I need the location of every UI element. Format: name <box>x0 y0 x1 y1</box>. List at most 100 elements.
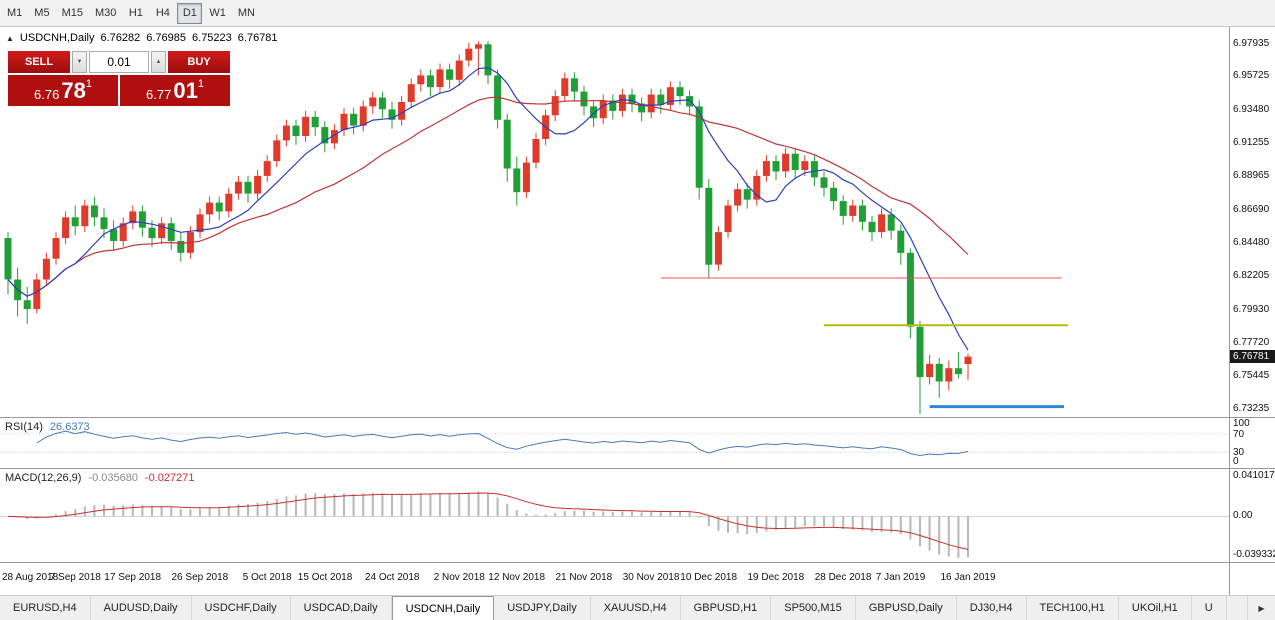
ohlc-low-value: 6.75223 <box>192 32 232 44</box>
main-chart-row: ▲ USDCNH,Daily 6.76282 6.76985 6.75223 6… <box>0 27 1275 418</box>
rsi-panel: RSI(14) 26.6373 <box>0 418 1229 468</box>
macd-axis: 0.041017 0.00 -0.039332 <box>1229 469 1275 562</box>
chart-tab-ukoil-h1[interactable]: UKOil,H1 <box>1119 596 1192 620</box>
volume-increase-button[interactable]: ▲ <box>151 51 166 73</box>
macd-panel: MACD(12,26,9) -0.035680 -0.027271 <box>0 469 1229 562</box>
volume-decrease-button[interactable]: ▼ <box>72 51 87 73</box>
chart-tab-bar: EURUSD,H4 AUDUSD,Daily USDCHF,Daily USDCAD,… <box>0 595 1275 620</box>
macd-axis-zero: 0.00 <box>1233 510 1253 521</box>
timeframe-button-d1[interactable]: D1 <box>177 2 203 24</box>
ask-price-main: 6.77 <box>146 87 172 102</box>
macd-chart[interactable] <box>0 469 1229 562</box>
date-axis-label: 15 Oct 2018 <box>297 572 353 583</box>
timeframe-button-m15[interactable]: M15 <box>61 7 83 19</box>
current-price-badge: 6.76781 <box>1230 350 1275 363</box>
chart-tab-usdcad-daily[interactable]: USDCAD,Daily <box>291 596 392 620</box>
macd-axis-max: 0.041017 <box>1233 470 1275 481</box>
timeframe-button-m5[interactable]: M5 <box>34 7 50 19</box>
timeframe-button-h4[interactable]: H4 <box>155 7 170 19</box>
timeframe-button-w1[interactable]: W1 <box>209 7 226 19</box>
macd-axis-min: -0.039332 <box>1233 549 1275 560</box>
date-axis-label: 2 Nov 2018 <box>433 572 485 583</box>
ohlc-close-value: 6.76781 <box>237 32 278 44</box>
chart-tab-tech100-h1[interactable]: TECH100,H1 <box>1027 596 1119 620</box>
chart-tab-eurusd-h4[interactable]: EURUSD,H4 <box>0 596 91 620</box>
rsi-name: RSI(14) <box>5 421 43 433</box>
price-axis-label: 6.79930 <box>1233 304 1270 315</box>
timeframe-button-m1[interactable]: M1 <box>7 7 23 19</box>
date-axis-row: 28 Aug 2018 7 Sep 2018 17 Sep 2018 26 Sep 2… <box>0 563 1275 595</box>
timeframe-button-mn[interactable]: MN <box>237 7 255 19</box>
rsi-axis-30: 30 <box>1233 447 1245 458</box>
tab-strip: EURUSD,H4 AUDUSD,Daily USDCHF,Daily USDCAD,… <box>0 596 1247 620</box>
volume-input[interactable]: 0.01 <box>89 51 149 73</box>
price-axis[interactable]: 6.76781 6.97935 6.95725 6.93480 6.91255 6.88… <box>1229 27 1275 417</box>
rsi-axis-70: 70 <box>1233 429 1245 440</box>
date-axis-label: 12 Nov 2018 <box>488 572 546 583</box>
price-axis-label: 6.86690 <box>1233 204 1270 215</box>
date-axis-label: 10 Dec 2018 <box>680 572 738 583</box>
price-axis-label: 6.91255 <box>1233 137 1270 148</box>
timeframe-button-h1[interactable]: H1 <box>128 7 143 19</box>
candlestick-chart[interactable] <box>0 27 1229 417</box>
timeframe-button-m30[interactable]: M30 <box>94 7 117 19</box>
price-axis-label: 6.93480 <box>1233 104 1270 115</box>
macd-signal-value: -0.027271 <box>144 472 195 484</box>
ask-price-display[interactable]: 6.77 01 1 <box>120 75 230 106</box>
date-axis-corner <box>1229 563 1275 595</box>
main-chart-panel: ▲ USDCNH,Daily 6.76282 6.76985 6.75223 6… <box>0 27 1229 417</box>
ask-price-pips: 01 <box>173 77 198 103</box>
bid-price-main: 6.76 <box>34 87 60 102</box>
chart-symbol-label: USDCNH,Daily <box>19 32 95 44</box>
price-axis-label: 6.95725 <box>1233 70 1270 81</box>
date-axis-label: 30 Nov 2018 <box>622 572 680 583</box>
chart-tab-usdcnh-daily[interactable]: USDCNH,Daily <box>391 596 495 620</box>
chart-tab-usdchf-daily[interactable]: USDCHF,Daily <box>192 596 291 620</box>
chart-tab-gbpusd-daily[interactable]: GBPUSD,Daily <box>856 596 957 620</box>
tab-scroll-right-button[interactable]: ▶ <box>1247 596 1275 620</box>
price-axis-label: 6.75445 <box>1233 370 1270 381</box>
price-axis-label: 6.77720 <box>1233 337 1270 348</box>
date-axis-label: 7 Jan 2019 <box>875 572 926 583</box>
one-click-expand-icon[interactable]: ▲ <box>6 33 14 43</box>
date-axis-label: 24 Oct 2018 <box>365 572 420 583</box>
buy-button[interactable]: BUY <box>168 51 230 73</box>
sell-button[interactable]: SELL <box>8 51 70 73</box>
chart-tab-u[interactable]: U <box>1192 596 1227 620</box>
date-axis-label: 16 Jan 2019 <box>940 572 996 583</box>
triangle-up-icon: ▲ <box>155 59 162 65</box>
arrow-right-icon: ▶ <box>1258 603 1265 613</box>
chart-tab-usdjpy-daily[interactable]: USDJPY,Daily <box>494 596 591 620</box>
chart-tab-xauusd-h4[interactable]: XAUUSD,H4 <box>591 596 681 620</box>
bid-price-display[interactable]: 6.76 78 1 <box>8 75 118 106</box>
date-axis-label: 28 Dec 2018 <box>814 572 872 583</box>
date-axis-label: 7 Sep 2018 <box>49 572 101 583</box>
triangle-down-icon: ▼ <box>76 59 83 65</box>
date-axis-label: 26 Sep 2018 <box>171 572 229 583</box>
price-axis-label: 6.84480 <box>1233 237 1270 248</box>
ask-price-pipette: 1 <box>197 78 204 90</box>
ohlc-high-value: 6.76985 <box>146 32 187 44</box>
rsi-axis-100: 100 <box>1233 418 1250 429</box>
macd-name: MACD(12,26,9) <box>5 472 82 484</box>
chart-header: ▲ USDCNH,Daily 6.76282 6.76985 6.75223 6… <box>6 32 278 44</box>
date-axis[interactable]: 28 Aug 2018 7 Sep 2018 17 Sep 2018 26 Sep 2… <box>0 563 1229 595</box>
bid-price-pipette: 1 <box>85 78 92 90</box>
rsi-axis: 100 70 30 0 <box>1229 418 1275 468</box>
date-axis-label: 28 Aug 2018 <box>2 572 59 583</box>
rsi-value: 26.6373 <box>49 421 90 433</box>
ohlc-open-value: 6.76282 <box>100 32 141 44</box>
rsi-indicator-label: RSI(14) 26.6373 <box>5 421 90 433</box>
date-axis-label: 19 Dec 2018 <box>747 572 805 583</box>
chart-tab-sp500-m15[interactable]: SP500,M15 <box>771 596 856 620</box>
one-click-trading-panel: SELL ▼ 0.01 ▲ BUY 6.76 78 1 <box>8 51 230 106</box>
chart-tab-dj30-h4[interactable]: DJ30,H4 <box>957 596 1027 620</box>
rsi-row: RSI(14) 26.6373 100 70 30 0 <box>0 418 1275 469</box>
date-axis-label: 21 Nov 2018 <box>555 572 613 583</box>
chart-tab-audusd-daily[interactable]: AUDUSD,Daily <box>91 596 192 620</box>
price-axis-label: 6.97935 <box>1233 38 1270 49</box>
rsi-chart[interactable] <box>0 418 1229 468</box>
chart-tab-gbpusd-h1[interactable]: GBPUSD,H1 <box>681 596 772 620</box>
price-axis-label: 6.73235 <box>1233 403 1270 414</box>
